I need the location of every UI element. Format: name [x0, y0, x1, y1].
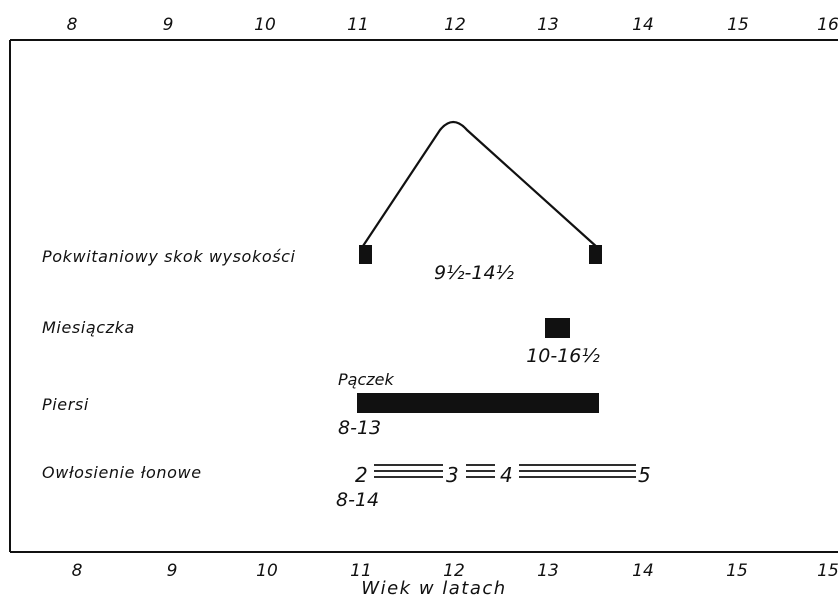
- breast-development-bar: [357, 393, 599, 413]
- bottom-tick-label: 15: [726, 561, 748, 581]
- pubic-stage-lines-2-3: [374, 464, 443, 478]
- bottom-tick-label: 13: [537, 561, 559, 581]
- pubic-stage-lines-3-4: [466, 464, 495, 478]
- pubic-hair-range-label: 8-14: [336, 489, 379, 511]
- pubic-stage-2-label: 2: [355, 463, 368, 487]
- growth-spurt-end-marker: [589, 245, 602, 264]
- top-tick-label: 14: [632, 15, 654, 35]
- top-tick-label: 13: [537, 15, 559, 35]
- row-label-menarche: Miesiączka: [42, 318, 135, 337]
- bottom-tick-label: 10: [256, 561, 278, 581]
- pubic-stage-3-label: 3: [446, 463, 459, 487]
- bottom-tick-labels: 8 9 10 11 12 13 14 15 15: [72, 561, 838, 581]
- top-tick-label: 9: [163, 15, 174, 35]
- pubic-stage-5-label: 5: [638, 463, 651, 487]
- breast-bud-label: Pączek: [338, 370, 394, 389]
- menarche-bar: [545, 318, 570, 338]
- bottom-tick-label: 12: [443, 561, 465, 581]
- pubic-stage-4-label: 4: [500, 463, 513, 487]
- top-tick-labels: 8 9 10 11 12 13 14 15 16: [67, 15, 838, 35]
- bottom-tick-label: 14: [632, 561, 654, 581]
- bottom-tick-label: 9: [167, 561, 178, 581]
- bottom-tick-label: 11: [350, 561, 372, 581]
- row-label-pubic-hair: Owłosienie łonowe: [42, 463, 202, 482]
- growth-spurt-start-marker: [359, 245, 372, 264]
- row-label-breasts: Piersi: [42, 395, 89, 414]
- top-tick-label: 11: [347, 15, 369, 35]
- top-tick-label: 15: [727, 15, 749, 35]
- bottom-tick-label: 8: [72, 561, 83, 581]
- growth-spurt-range-label: 9½-14½: [434, 262, 515, 284]
- top-tick-label: 10: [254, 15, 276, 35]
- growth-spurt-curve: [362, 120, 599, 249]
- breast-range-label: 8-13: [338, 417, 381, 439]
- bottom-tick-label: 15: [817, 561, 838, 581]
- pubic-stage-lines-4-5: [519, 464, 636, 478]
- top-tick-label: 12: [444, 15, 466, 35]
- top-tick-label: 16: [817, 15, 838, 35]
- top-tick-label: 8: [67, 15, 78, 35]
- x-axis-title: Wiek w latach: [361, 578, 506, 597]
- menarche-range-label: 10-16½: [526, 345, 600, 367]
- row-label-growth-spurt: Pokwitaniowy skok wysokości: [42, 247, 296, 266]
